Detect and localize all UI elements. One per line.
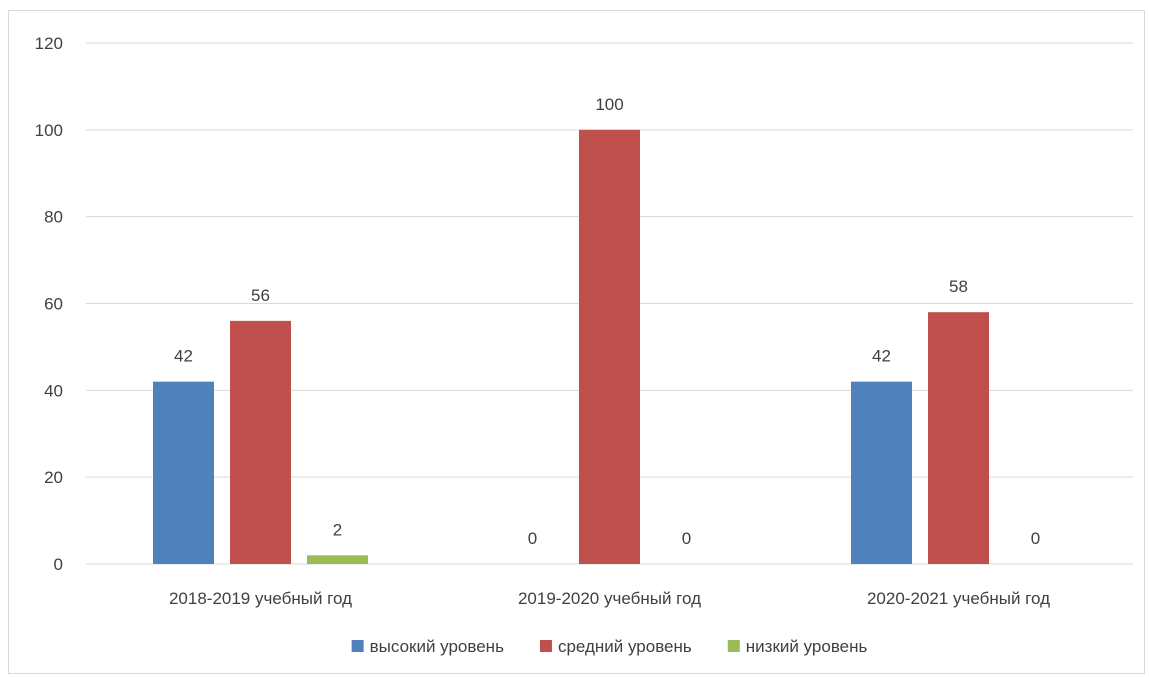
bar xyxy=(579,129,640,565)
bar xyxy=(307,555,368,564)
x-axis-categories: 2018-2019 учебный год 2019-2020 учебный г… xyxy=(169,589,1050,608)
x-category-label: 2020-2021 учебный год xyxy=(867,589,1050,608)
y-tick-label: 80 xyxy=(44,208,63,227)
bar xyxy=(230,320,291,564)
bar xyxy=(153,381,214,564)
data-label: 56 xyxy=(251,286,270,305)
legend: высокий уровень средний уровень низкий уро… xyxy=(351,637,868,656)
data-label: 58 xyxy=(949,277,968,296)
y-tick-label: 60 xyxy=(44,295,63,314)
legend-swatch xyxy=(351,640,364,652)
legend-label: средний уровень xyxy=(558,637,692,656)
data-label: 42 xyxy=(174,347,193,366)
y-tick-label: 100 xyxy=(35,121,63,140)
bars xyxy=(153,129,989,565)
data-labels: 42 56 2 0 100 0 42 58 0 xyxy=(174,95,1040,548)
x-category-label: 2019-2020 учебный год xyxy=(518,589,701,608)
x-category-label: 2018-2019 учебный год xyxy=(169,589,352,608)
data-label: 42 xyxy=(872,347,891,366)
legend-label: низкий уровень xyxy=(746,637,868,656)
data-label: 0 xyxy=(682,529,691,548)
y-tick-label: 120 xyxy=(35,34,63,53)
bar xyxy=(851,381,912,564)
data-label: 100 xyxy=(595,95,623,114)
legend-swatch xyxy=(539,640,552,652)
data-label: 0 xyxy=(528,529,537,548)
y-axis-ticks: 0 20 40 60 80 100 120 xyxy=(35,34,63,574)
bar xyxy=(928,312,989,564)
legend-label: высокий уровень xyxy=(370,637,504,656)
y-tick-label: 0 xyxy=(54,555,63,574)
data-label: 2 xyxy=(333,520,342,539)
y-tick-label: 40 xyxy=(44,381,63,400)
data-label: 0 xyxy=(1031,529,1040,548)
y-tick-label: 20 xyxy=(44,468,63,487)
legend-swatch xyxy=(727,640,740,652)
